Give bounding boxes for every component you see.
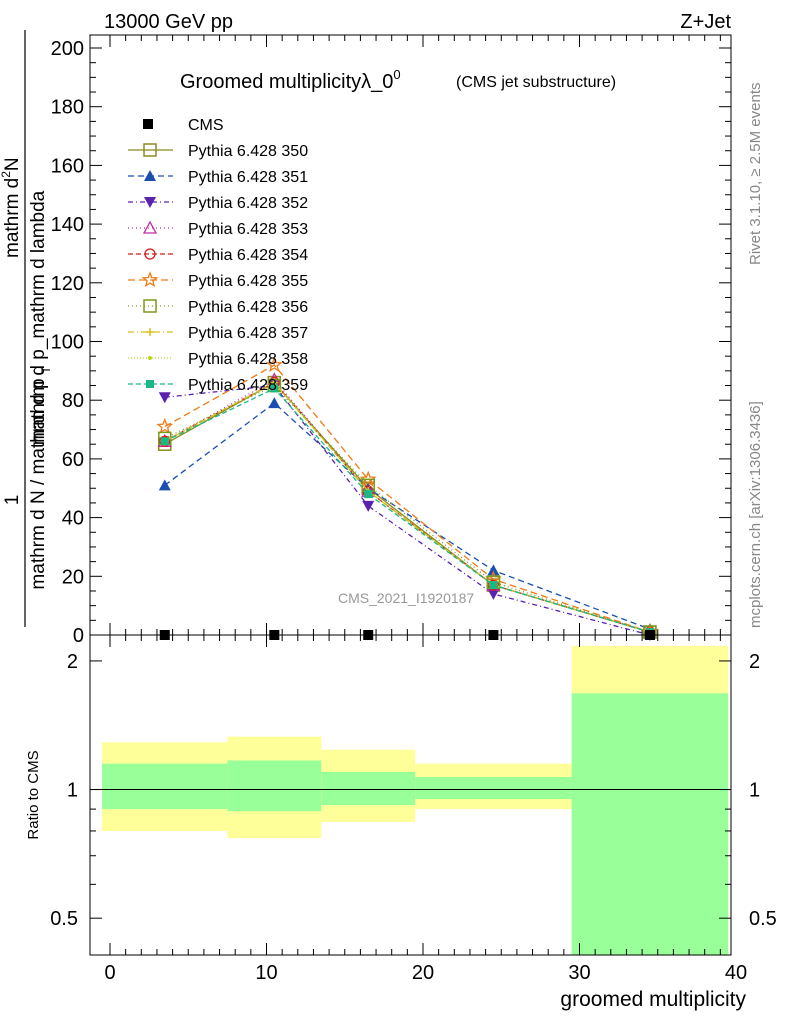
main-ytick-label: 40: [62, 508, 84, 530]
main-ytick-label: 140: [51, 214, 84, 236]
rivet-label: Rivet 3.1.10, ≥ 2.5M events: [747, 83, 764, 266]
ratio-ytick-label: 1: [67, 780, 78, 802]
ratio-xlabel: groomed multiplicity: [560, 988, 746, 1011]
legend-marker-9: [148, 356, 152, 360]
main-ytick-label: 60: [62, 449, 84, 471]
series-line-10: [164, 387, 651, 633]
main-frame: [89, 34, 732, 636]
series-point-3: [158, 392, 171, 404]
legend-label-4: Pythia 6.428 353: [188, 221, 308, 238]
series-point-2: [158, 479, 171, 491]
legend-cms-label: CMS: [188, 117, 224, 134]
plot-title-sup: 0: [393, 67, 400, 82]
ylabel-norm: mathrm d N / mathrm d p: [28, 378, 49, 589]
series-point-3: [487, 588, 500, 600]
legend-label-9: Pythia 6.428 358: [188, 351, 308, 368]
process-label: Z+Jet: [680, 11, 731, 33]
main-ytick-label: 20: [62, 566, 84, 588]
watermark: CMS_2021_I1920187: [338, 590, 474, 606]
ratio-band-green-5: [571, 693, 729, 955]
energy-label: 13000 GeV pp: [104, 11, 233, 33]
plot-title: Groomed multiplicityλ_00: [180, 67, 401, 93]
series-point-10: [364, 490, 373, 499]
main-ytick-label: 120: [51, 273, 84, 295]
legend-marker-7: [143, 299, 157, 313]
ratio-panel: 0.5 0.51 12 20 10 20 30 40 Ratio to CMS groomed…: [25, 634, 777, 1011]
series-point-6: [156, 417, 174, 434]
legend-marker-2: [144, 170, 156, 181]
ratio-bands: [90, 645, 731, 955]
ratio-frame: [89, 634, 732, 956]
ratio-xtick-label: 40: [725, 962, 747, 984]
ratio-ytick-label: 0.5: [50, 908, 78, 930]
series-point-2: [487, 564, 500, 576]
legend-label-10: Pythia 6.428 359: [188, 377, 308, 394]
main-ticks: 0 20 40 60 80 100 120 140 160 180 200: [51, 35, 731, 647]
ylabel-numerator-sup: 2: [0, 171, 13, 178]
main-ytick-label: 160: [51, 155, 84, 177]
ratio-band-green-2: [227, 760, 322, 812]
mcplots-label: mcplots.cern.ch [arXiv:1306.3436]: [747, 401, 764, 628]
legend-label-8: Pythia 6.428 357: [188, 325, 308, 342]
ylabel-numerator: mathrm d2N: [0, 157, 23, 258]
ratio-ticks: 0.5 0.51 12 20 10 20 30 40: [50, 635, 777, 984]
legend-marker-5: [144, 248, 156, 260]
ratio-ytick-label: 2: [67, 651, 78, 673]
legend-label-7: Pythia 6.428 356: [188, 299, 308, 316]
ratio-ytick-label-right: 1: [749, 780, 760, 802]
ylabel-denominator: mathrm d p_mathrm d lambda: [28, 190, 49, 445]
ratio-xtick-label: 0: [104, 962, 115, 984]
legend-label-3: Pythia 6.428 352: [188, 195, 308, 212]
legend-label-5: Pythia 6.428 354: [188, 247, 308, 264]
main-ylabel: 1 mathrm d2N mathrm d p_mathrm d lambda …: [0, 30, 53, 627]
legend-marker-6: [141, 271, 159, 288]
main-ytick-label: 100: [51, 332, 84, 354]
series-point-5: [159, 435, 171, 447]
series-point-10: [489, 581, 498, 590]
series-point-3: [362, 500, 375, 512]
ylabel-sub-t: T: [39, 366, 53, 374]
series-point-9: [272, 380, 277, 385]
legend-label-2: Pythia 6.428 351: [188, 169, 308, 186]
series-point-10: [160, 437, 169, 446]
main-ytick-label: 200: [51, 38, 84, 60]
series-point-10: [270, 384, 279, 393]
series-line-6: [164, 364, 651, 633]
series-point-6: [359, 470, 377, 487]
legend-marker-8: [146, 328, 154, 336]
plot-subtitle: (CMS jet substructure): [456, 74, 616, 91]
ratio-xtick-label: 30: [568, 962, 590, 984]
main-panel: 0 20 40 60 80 100 120 140 160 180 200 CMS_2021_I19…: [51, 34, 732, 647]
legend-marker-1: [143, 143, 157, 157]
series-point-5: [487, 579, 500, 591]
legend-marker-3: [144, 197, 156, 208]
ratio-xtick-label: 20: [412, 962, 434, 984]
series-point-6: [265, 356, 283, 373]
main-ytick-label: 0: [73, 625, 84, 647]
legend-label-6: Pythia 6.428 355: [188, 273, 308, 290]
legend: CMS Pythia 6.428 350 Pythia 6.428 351 Pythi…: [128, 117, 308, 394]
series-line-3: [164, 384, 651, 636]
ratio-ytick-label-right: 2: [749, 651, 760, 673]
legend-cms-marker: [143, 119, 153, 129]
series-point-2: [268, 397, 281, 409]
ratio-ylabel: Ratio to CMS: [25, 750, 42, 839]
ratio-xtick-label: 10: [255, 962, 277, 984]
series-line-8: [164, 381, 651, 633]
ylabel-one: 1: [2, 495, 23, 506]
ylabel-numerator-top: mathrm d: [2, 178, 23, 258]
ratio-ytick-label-right: 0.5: [749, 908, 777, 930]
ylabel-numerator-end: N: [2, 157, 23, 171]
ratio-band-green-4: [415, 777, 572, 800]
legend-label-1: Pythia 6.428 350: [188, 143, 308, 160]
ratio-band-green-3: [321, 771, 416, 806]
legend-marker-4: [142, 220, 158, 234]
legend-marker-10: [146, 380, 154, 388]
main-ytick-label: 180: [51, 97, 84, 119]
ratio-band-green-1: [102, 763, 228, 810]
main-ytick-label: 80: [62, 390, 84, 412]
plot-title-main: Groomed multiplicityλ_0: [180, 71, 393, 93]
